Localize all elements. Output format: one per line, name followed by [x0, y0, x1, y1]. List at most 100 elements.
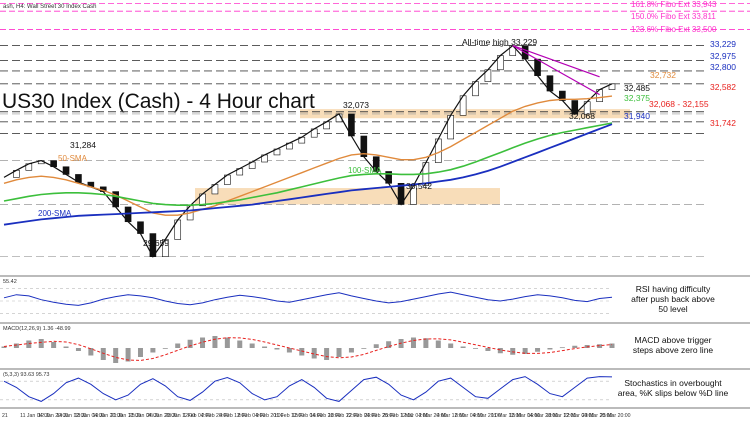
stoch-header: (5,3,3) 93.63 95.73 [3, 372, 49, 378]
sma200-label: 200-SMA [38, 209, 72, 218]
x-tick-label: 25 Jan 04:00 [129, 413, 159, 419]
macd-bar [13, 343, 19, 348]
macd-bar [497, 348, 503, 354]
stochastics-panel [0, 376, 613, 402]
rsi-header: 55.42 [3, 279, 17, 285]
level-label-32073: 32,073 [343, 100, 369, 110]
macd-bar [224, 337, 230, 348]
x-tick-label: 22 Feb 04:00 [346, 413, 377, 419]
macd-bar [162, 348, 168, 349]
macd-bar [423, 338, 429, 348]
level-label-32732: 32,732 [650, 70, 676, 80]
macd-bar [125, 348, 131, 362]
macd-bar [609, 343, 615, 348]
macd-bar [150, 348, 156, 353]
x-tick-label: 18 Mar 12:00 [546, 413, 577, 419]
chart-title: US30 Index (Cash) - 4 Hour chart [2, 90, 315, 113]
macd-bar [175, 343, 181, 348]
trend-lines [512, 45, 600, 96]
macd-bar [75, 348, 81, 351]
macd-bar [510, 348, 516, 355]
macd-bar [386, 341, 392, 348]
support-zone-lower [195, 188, 500, 205]
macd-bar [274, 348, 280, 350]
x-tick-label: 25 Mar 20:00 [600, 413, 631, 419]
stoch-comment-2: area, %K slips below %D line [618, 388, 729, 398]
level-label-32485: 32,485 [624, 83, 650, 93]
x-tick-label: 1 Mar 04:00 [401, 413, 429, 419]
x-tick-label: 14 Jan 12:00 [56, 413, 86, 419]
macd-bar [237, 340, 243, 348]
x-tick-label: 9 Feb 20:00 [256, 413, 284, 419]
fibo-label-1500: 150.0% Fibo Ext 33,811 [631, 12, 716, 21]
macd-bar [373, 344, 379, 348]
x-tick-label: 23 Feb 20:00 [364, 413, 395, 419]
level-32582: 32,582 [710, 82, 736, 92]
rsi-comment-2: after push back above [631, 294, 715, 304]
x-tick-label: 11 Jan 04:00 [20, 413, 50, 419]
x-tick-label: 2 Feb 20:00 [201, 413, 229, 419]
macd-bar [448, 343, 454, 348]
series-line-50-sma [3, 95, 613, 216]
macd-bar [547, 348, 553, 350]
x-tick-label: 21 Jan 12:00 [111, 413, 141, 419]
peak-label-31284: 31,284 [70, 140, 96, 150]
macd-bar [535, 348, 541, 352]
macd-bar [1, 346, 7, 348]
macd-bar [262, 346, 268, 348]
x-tick-label: 23 Mar 20:00 [582, 413, 613, 419]
macd-signal-line [3, 337, 613, 361]
x-tick-label: 16 Mar 20:00 [528, 413, 559, 419]
macd-comment-1: MACD above trigger [634, 335, 711, 345]
x-tick-label: 12 Jan 20:00 [38, 413, 68, 419]
x-tick-label: 11 Feb 12:00 [274, 413, 304, 419]
level-31940: 31,940 [624, 111, 650, 121]
x-tick-label: 4 Feb 12:00 [219, 413, 247, 419]
fibo-label-1618: 161.8% Fibo Ext 33,943 [631, 0, 717, 9]
x-tick-label: 18 Feb 12:00 [328, 413, 359, 419]
level-label-30542: 30,542 [406, 181, 432, 191]
macd-bar [410, 337, 416, 348]
x-tick-label: 28 Jan 12:00 [165, 413, 195, 419]
macd-bar [100, 348, 106, 360]
x-tick-label: 15 Feb 04:00 [292, 413, 323, 419]
macd-bar [473, 348, 479, 349]
macd-bar [485, 348, 491, 351]
series-line-200-sma [3, 123, 613, 226]
all-time-high-label: All-time high 33,229 [462, 37, 537, 47]
rsi-line [3, 291, 613, 306]
x-tick-label: 15 Mar 04:00 [509, 413, 540, 419]
stoch-line [3, 376, 613, 402]
x-tick-label: 8 Feb 04:00 [238, 413, 266, 419]
series-line-100-sma [3, 122, 613, 206]
x-tick-label: 2 Mar 20:00 [419, 413, 447, 419]
x-tick-label: 1 Feb 04:00 [183, 413, 211, 419]
level-33229: 33,229 [710, 39, 736, 49]
x-tick-label: 19 Jan 20:00 [93, 413, 123, 419]
macd-bar [249, 343, 255, 348]
macd-bar [137, 348, 143, 357]
sma100-label: 100-SMA [348, 166, 382, 175]
macd-bar [38, 339, 44, 348]
rsi-comment-1: RSI having difficulty [636, 284, 711, 294]
price-series-group [3, 44, 616, 258]
trend-line-upper [512, 45, 600, 78]
macd-bar [286, 348, 292, 353]
level-32068-32155: 32,068 - 32,155 [649, 99, 709, 109]
macd-bar [522, 348, 528, 354]
macd-bar [572, 345, 578, 348]
macd-header: MACD(12,26,9) 1.36 -48.99 [3, 326, 71, 332]
macd-panel [1, 336, 615, 363]
x-tick-label: 22 Mar 04:00 [564, 413, 595, 419]
trend-line-down [512, 45, 600, 96]
level-32975: 32,975 [710, 51, 736, 61]
x-tick-label: 11 Mar 12:00 [491, 413, 521, 419]
macd-bar [597, 344, 603, 348]
x-tick-label: 16 Feb 20:00 [310, 413, 341, 419]
macd-bar [559, 347, 565, 349]
macd-bar [435, 340, 441, 348]
